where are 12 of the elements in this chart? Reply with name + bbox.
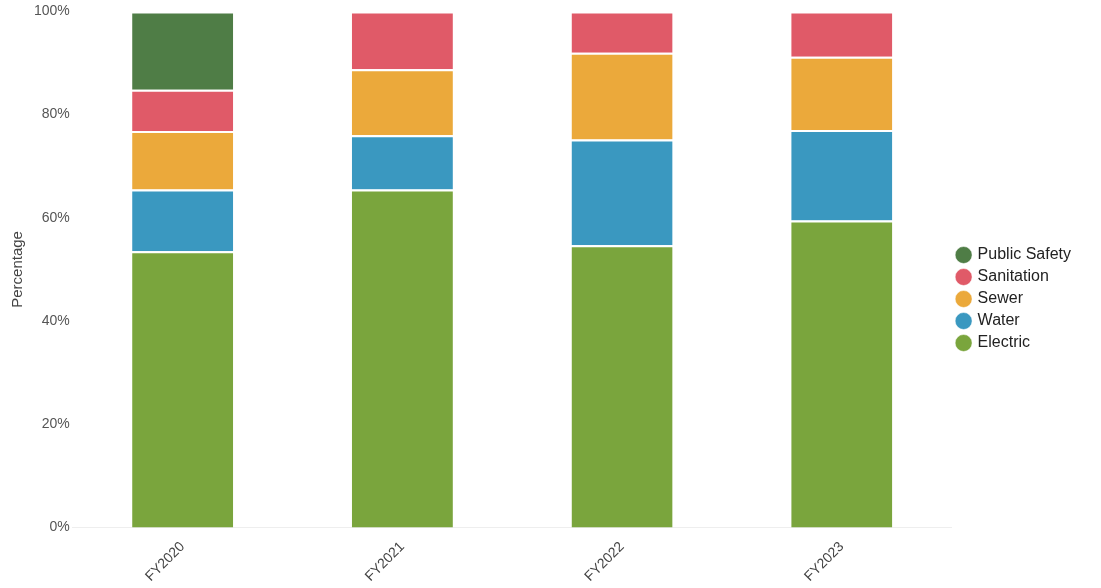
y-tick-label: 100%: [33, 2, 70, 19]
legend-label: Public Safety: [977, 245, 1072, 263]
y-tick-label: 60%: [41, 208, 70, 225]
y-tick-label: 0%: [49, 518, 70, 535]
legend-label: Sewer: [977, 289, 1024, 307]
legend-label: Electric: [977, 333, 1031, 351]
y-tick-label: 20%: [41, 415, 70, 432]
y-axis-title: Percentage: [8, 231, 26, 308]
legend-label: Water: [977, 311, 1021, 329]
y-tick-label: 80%: [41, 105, 70, 122]
y-tick-label: 40%: [41, 311, 70, 328]
legend-label: Sanitation: [977, 267, 1049, 285]
